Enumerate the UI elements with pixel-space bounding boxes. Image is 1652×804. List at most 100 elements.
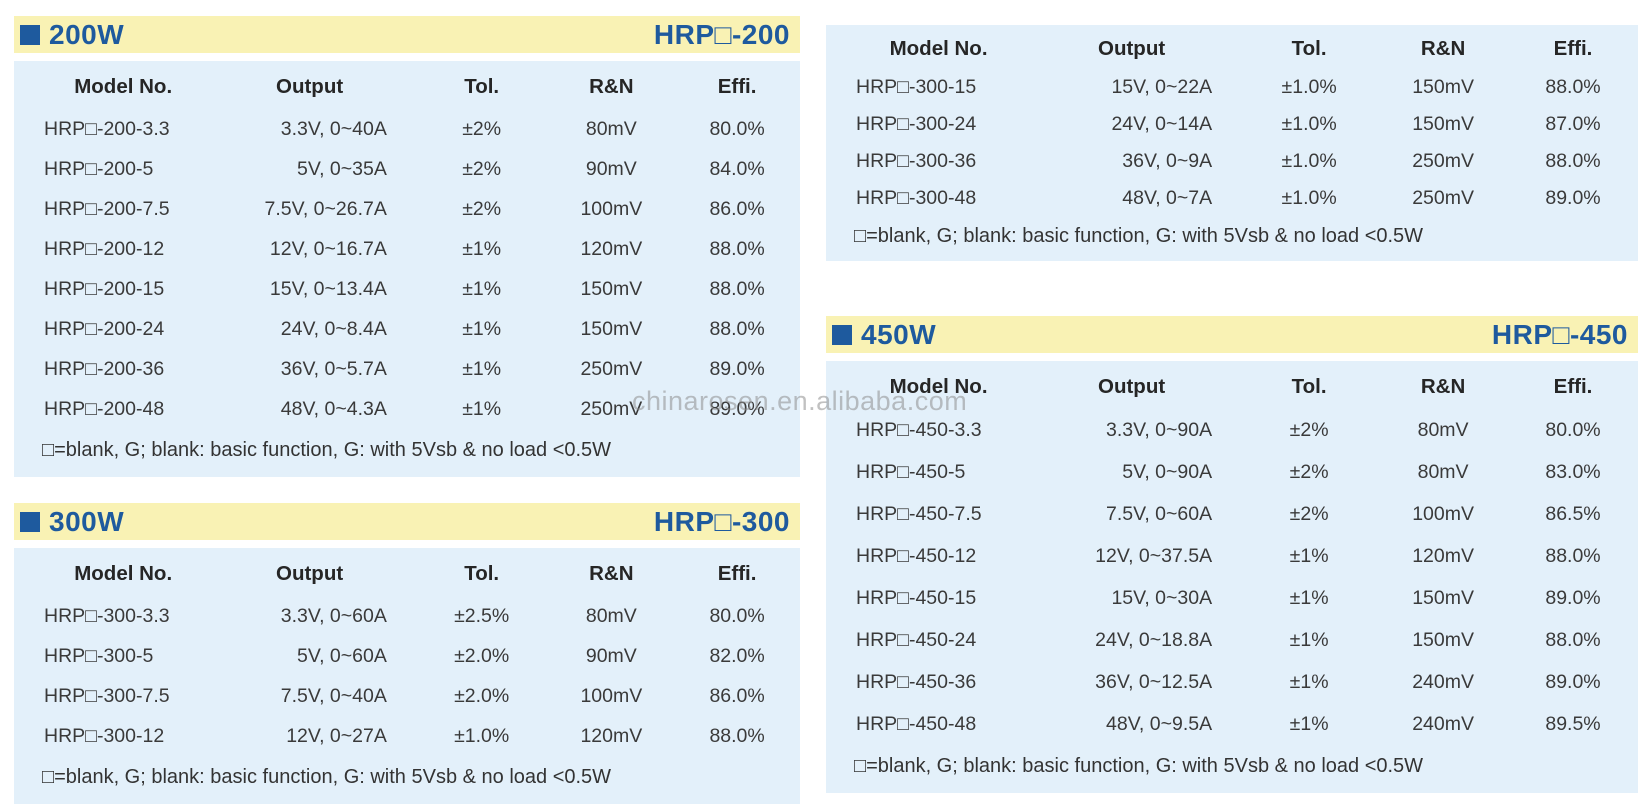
table-cell: 89.0% [1545,586,1601,609]
series-label: HRP□-200 [653,18,790,50]
table-cell: HRP□-450-48 [856,712,977,735]
column-header: Effi. [717,75,757,98]
table-cell: 88.0% [709,724,765,747]
footnote: □=blank, G; blank: basic function, G: wi… [42,438,612,461]
section-300w: 300W HRP□-300 Model No. Output Tol. R&N Effi… [14,503,800,804]
table-cell: HRP□-200-7.5 [44,197,170,220]
table-cell: ±1.0% [1281,150,1337,172]
table-row: HRP□-300-12 12V, 0~27A ±1.0% 120mV 88.0% [14,716,800,756]
footnote: □=blank, G; blank: basic function, G: wi… [854,754,1424,777]
footnote: □=blank, G; blank: basic function, G: wi… [42,765,612,788]
table-row: HRP□-200-48 48V, 0~4.3A ±1% 250mV 89.0% [14,389,800,429]
table-cell: 250mV [1412,150,1474,172]
table-row: HRP□-300-15 15V, 0~22A ±1.0% 150mV 88.0% [826,69,1638,106]
column-header: Tol. [464,75,500,98]
column-header: Model No. [889,37,988,60]
table-cell: 88.0% [1545,150,1601,172]
table-cell: 86.5% [1545,502,1601,525]
section-300w-continued: Model No. Output Tol. R&N Effi. HRP□-300-15 15… [826,25,1638,261]
column-header: Tol. [1291,375,1327,398]
table-cell: 36V, 0~9A [1122,150,1213,172]
bullet-square-icon [20,511,40,532]
spec-table-450w: Model No. Output Tol. R&N Effi. HRP□-450-3.3 3… [826,361,1638,793]
table-cell: HRP□-300-24 [856,113,977,135]
table-cell: ±1% [462,397,502,420]
table-row: HRP□-450-15 15V, 0~30A ±1% 150mV 89.0% [826,577,1638,619]
table-cell: 7.5V, 0~26.7A [264,197,387,220]
table-row: HRP□-300-5 5V, 0~60A ±2.0% 90mV 82.0% [14,636,800,676]
table-cell: ±2% [462,197,502,220]
table-cell: HRP□-300-12 [44,724,165,747]
wattage-label: 300W [49,505,125,537]
table-cell: 15V, 0~22A [1111,76,1213,98]
series-label: HRP□-300 [653,505,790,537]
spec-table-200w: Model No. Output Tol. R&N Effi. HRP□-200-3.3 3… [14,61,800,477]
table-cell: HRP□-450-3.3 [856,418,982,441]
table-cell: 7.5V, 0~40A [280,684,387,707]
table-cell: 80mV [1417,418,1469,441]
table-cell: 90mV [585,644,637,667]
table-cell: 88.0% [709,317,765,340]
table-cell: ±1% [1289,628,1329,651]
table-cell: 88.0% [1545,76,1601,98]
table-cell: 12V, 0~27A [286,724,387,747]
table-cell: 80.0% [709,117,765,140]
table-cell: ±1% [1289,712,1329,735]
table-row: HRP□-300-7.5 7.5V, 0~40A ±2.0% 100mV 86.0% [14,676,800,716]
section-450w: 450W HRP□-450 Model No. Output Tol. R&N Effi… [826,316,1638,793]
column-header: Output [1098,375,1166,398]
table-cell: ±1.0% [1281,113,1337,135]
table-cell: 88.0% [709,277,765,300]
table-cell: 89.0% [709,397,765,420]
table-cell: HRP□-300-36 [856,150,977,172]
section-200w: 200W HRP□-200 Model No. Output Tol. R&N Effi… [14,16,800,477]
table-cell: 150mV [1412,586,1474,609]
table-cell: ±2.0% [454,684,510,707]
column-header: Model No. [74,562,173,585]
table-cell: ±2% [1289,460,1329,483]
table-row: HRP□-200-12 12V, 0~16.7A ±1% 120mV 88.0% [14,229,800,269]
table-cell: 88.0% [1545,544,1601,567]
table-cell: 240mV [1412,712,1474,735]
column-header: R&N [589,562,634,585]
bullet-square-icon [20,24,40,45]
table-cell: 250mV [580,357,643,380]
table-cell: 3.3V, 0~60A [280,604,387,627]
table-cell: 120mV [1412,544,1474,567]
table-cell: 250mV [580,397,643,420]
section-banner-450w: 450W HRP□-450 [826,316,1638,353]
table-cell: 36V, 0~5.7A [280,357,387,380]
table-cell: ±1% [1289,670,1329,693]
table-cell: HRP□-450-12 [856,544,977,567]
table-cell: 48V, 0~9.5A [1106,712,1213,735]
table-cell: 250mV [1412,187,1474,209]
column-header: Output [276,562,344,585]
table-cell: 12V, 0~37.5A [1095,544,1213,567]
header-row: Model No. Output Tol. R&N Effi. [826,29,1638,69]
column-header: Output [1098,37,1166,60]
table-cell: 120mV [580,237,643,260]
table-cell: 7.5V, 0~60A [1106,502,1213,525]
section-banner-300w: 300W HRP□-300 [14,503,800,540]
table-row: HRP□-200-15 15V, 0~13.4A ±1% 150mV 88.0% [14,269,800,309]
table-row: HRP□-450-3.3 3.3V, 0~90A ±2% 80mV 80.0% [826,409,1638,451]
table-cell: ±1% [462,237,502,260]
table-cell: 89.0% [1545,670,1601,693]
table-cell: HRP□-200-3.3 [44,117,170,140]
table-cell: 24V, 0~18.8A [1095,628,1213,651]
table-cell: HRP□-200-36 [44,357,165,380]
column-header: Effi. [717,562,757,585]
table-cell: 5V, 0~35A [297,157,387,180]
table-row: HRP□-450-48 48V, 0~9.5A ±1% 240mV 89.5% [826,703,1638,745]
table-cell: HRP□-300-7.5 [44,684,170,707]
table-cell: 87.0% [1545,113,1601,135]
column-header: Model No. [74,75,173,98]
table-cell: 82.0% [709,644,765,667]
table-cell: 120mV [580,724,643,747]
header-row: Model No. Output Tol. R&N Effi. [826,365,1638,409]
table-cell: ±2% [1289,418,1329,441]
table-cell: 80.0% [1545,418,1601,441]
table-cell: 48V, 0~7A [1122,187,1213,209]
table-cell: HRP□-450-5 [856,460,966,483]
table-cell: ±2.0% [454,644,510,667]
